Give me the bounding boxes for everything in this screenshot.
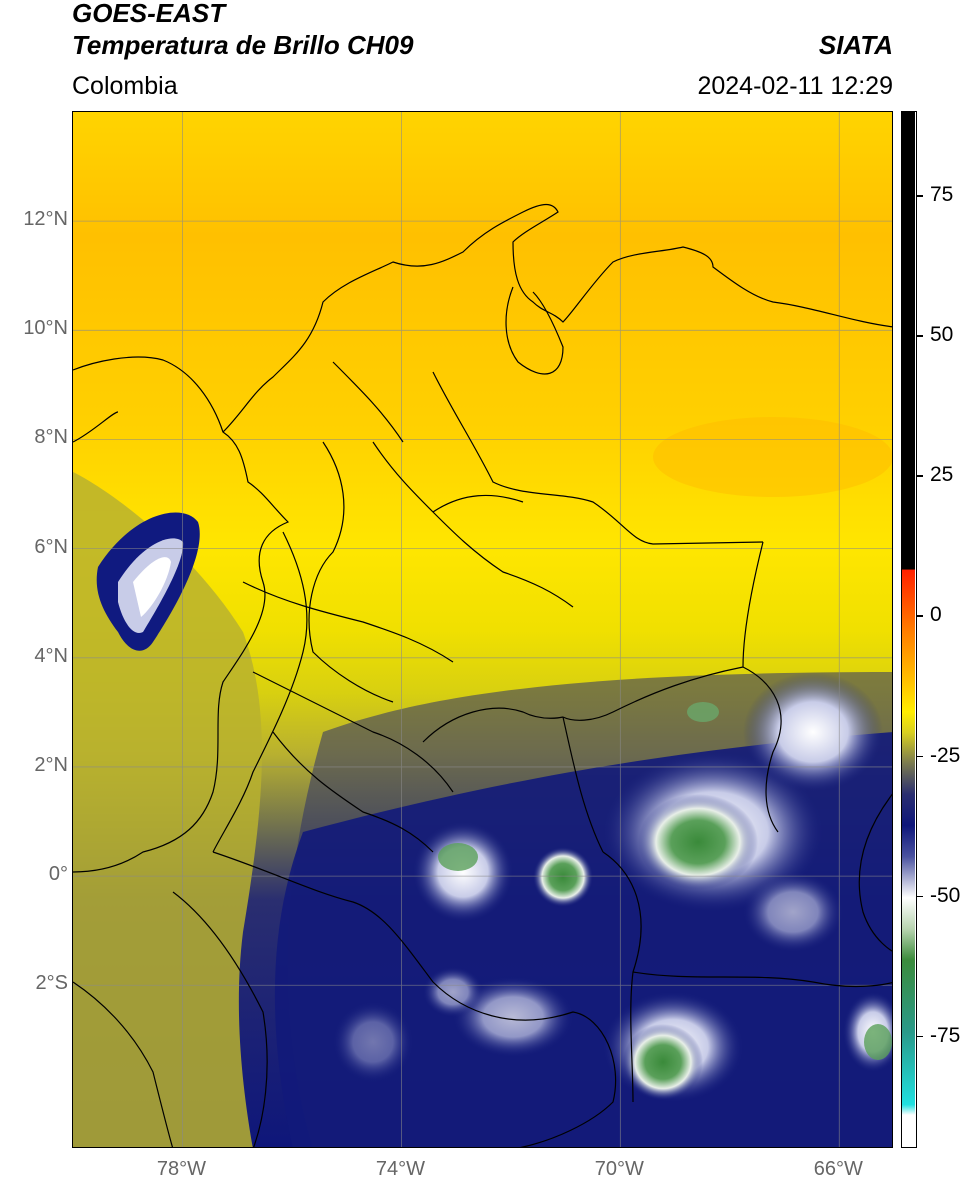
satellite-map [72,111,893,1148]
colorbar-tick-label: -25 [930,743,961,767]
lat-label: 2°S [35,972,68,995]
lat-label: 10°N [23,317,68,340]
colorbar-tick [917,1035,923,1038]
colorbar-tick-label: -50 [930,883,961,907]
lon-label: 70°W [594,1158,644,1180]
colorbar-tick [917,335,923,337]
colorbar-tick [917,755,923,758]
satellite-title: GOES-EAST [72,0,226,28]
lon-label: 78°W [156,1158,207,1180]
map-canvas [73,112,892,1147]
product-title: Temperatura de Brillo CH09 [72,30,414,60]
timestamp-label: 2024-02-11 12:29 [697,72,893,100]
region-label: Colombia [72,72,178,100]
colorbar-tick [917,615,923,617]
lat-label: 2°N [34,753,68,776]
lat-label: 4°N [34,644,68,667]
lat-label: 0° [48,863,68,886]
colorbar-tick-label: 25 [930,463,954,487]
lat-label: 8°N [34,426,68,449]
lon-label: 74°W [375,1158,425,1180]
colorbar-tick-label: -75 [930,1023,961,1047]
lat-label: 12°N [23,208,68,231]
colorbar [901,111,917,1148]
lat-label: 6°N [34,535,68,558]
colorbar-tick [917,475,923,477]
borders [73,203,892,1147]
lon-label: 66°W [813,1158,863,1180]
graticule [73,112,892,1147]
colorbar-tick-label: 75 [930,183,954,207]
colorbar-tick-label: 50 [930,323,954,347]
colorbar-tick [917,895,923,898]
colorbar-tick [917,195,923,197]
colorbar-tick-label: 0 [930,603,942,627]
organization-label: SIATA [818,30,893,60]
